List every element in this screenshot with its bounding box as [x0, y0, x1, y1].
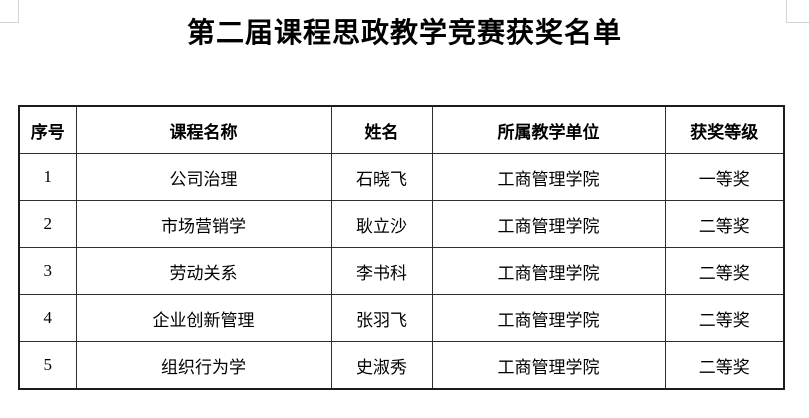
cell-course: 劳动关系 — [75, 247, 332, 295]
awards-table: 序号 课程名称 姓名 所属教学单位 获奖等级 1 公司治理 石晓飞 工商管理学院… — [18, 105, 785, 390]
cell-award: 二等奖 — [664, 341, 785, 390]
table-row: 2 市场营销学 耿立沙 工商管理学院 二等奖 — [18, 200, 785, 248]
document-title: 第二届课程思政教学竞赛获奖名单 — [186, 18, 622, 49]
cell-unit: 工商管理学院 — [431, 153, 666, 201]
cell-unit: 工商管理学院 — [431, 294, 666, 342]
header-cell-name: 姓名 — [330, 105, 433, 154]
cell-name: 耿立沙 — [330, 200, 433, 248]
table-row: 3 劳动关系 李书科 工商管理学院 二等奖 — [18, 247, 785, 295]
cell-index: 4 — [18, 294, 77, 342]
header-cell-course: 课程名称 — [75, 105, 332, 154]
page-corner-mark-top-right — [786, 0, 809, 23]
table-header-row: 序号 课程名称 姓名 所属教学单位 获奖等级 — [18, 105, 785, 154]
cell-unit: 工商管理学院 — [431, 247, 666, 295]
cell-course: 企业创新管理 — [75, 294, 332, 342]
cell-index: 2 — [18, 200, 77, 248]
cell-name: 石晓飞 — [330, 153, 433, 201]
table-row: 4 企业创新管理 张羽飞 工商管理学院 二等奖 — [18, 294, 785, 342]
cell-index: 3 — [18, 247, 77, 295]
page-corner-mark-top-left — [0, 0, 19, 23]
cell-index: 5 — [18, 341, 77, 390]
header-cell-index: 序号 — [18, 105, 77, 154]
header-cell-award: 获奖等级 — [664, 105, 785, 154]
cell-award: 二等奖 — [664, 247, 785, 295]
cell-course: 组织行为学 — [75, 341, 332, 390]
cell-award: 二等奖 — [664, 200, 785, 248]
cell-award: 二等奖 — [664, 294, 785, 342]
cell-award: 一等奖 — [664, 153, 785, 201]
cell-unit: 工商管理学院 — [431, 200, 666, 248]
cell-name: 张羽飞 — [330, 294, 433, 342]
cell-name: 李书科 — [330, 247, 433, 295]
table-row: 1 公司治理 石晓飞 工商管理学院 一等奖 — [18, 153, 785, 201]
cell-unit: 工商管理学院 — [431, 341, 666, 390]
table-row: 5 组织行为学 史淑秀 工商管理学院 二等奖 — [18, 341, 785, 390]
cell-course: 公司治理 — [75, 153, 332, 201]
cell-course: 市场营销学 — [75, 200, 332, 248]
cell-name: 史淑秀 — [330, 341, 433, 390]
header-cell-unit: 所属教学单位 — [431, 105, 666, 154]
cell-index: 1 — [18, 153, 77, 201]
